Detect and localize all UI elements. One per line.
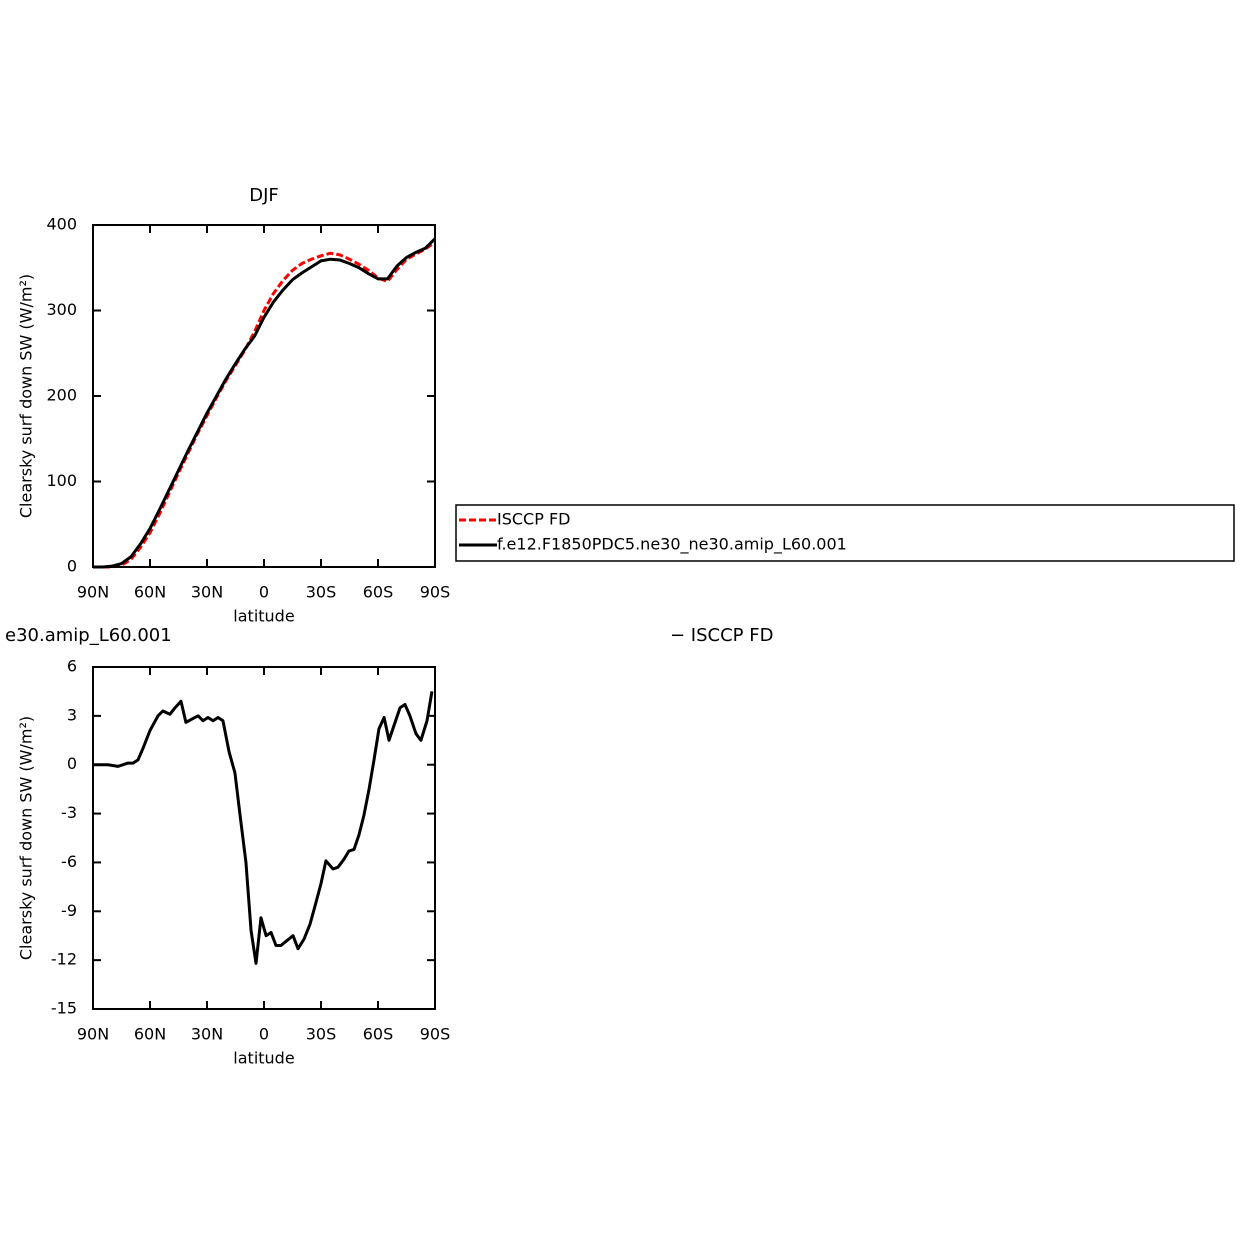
- y-tick-label: -6: [61, 852, 77, 871]
- y-tick-label: 6: [67, 657, 77, 676]
- y-axis-label: Clearsky surf down SW (W/m²): [17, 716, 36, 960]
- x-tick-label: 60S: [363, 1025, 394, 1044]
- x-tick-label: 0: [259, 1025, 269, 1044]
- y-tick-label: 300: [46, 300, 77, 319]
- x-tick-label: 30N: [191, 583, 223, 602]
- x-tick-label: 30N: [191, 1025, 223, 1044]
- y-tick-label: -15: [51, 999, 77, 1018]
- y-tick-label: 0: [67, 557, 77, 576]
- y-tick-label: 100: [46, 471, 77, 490]
- x-tick-label: 30S: [306, 1025, 337, 1044]
- plot-frame: [92, 224, 436, 568]
- y-tick-label: 200: [46, 386, 77, 405]
- x-tick-label: 60N: [134, 583, 166, 602]
- x-tick-label: 90S: [420, 583, 451, 602]
- chart-title: DJF: [249, 185, 279, 206]
- x-tick-label: 90S: [420, 1025, 451, 1044]
- chart-title-right: − ISCCP FD: [670, 625, 773, 646]
- data-line: [93, 237, 437, 569]
- y-tick-label: 0: [67, 754, 77, 773]
- x-tick-label: 30S: [306, 583, 337, 602]
- plot-frame: [92, 666, 436, 1010]
- x-axis-label: latitude: [233, 607, 294, 626]
- y-tick-label: 3: [67, 705, 77, 724]
- y-tick-label: -9: [61, 901, 77, 920]
- data-line: [93, 240, 436, 569]
- y-tick-label: -12: [51, 950, 77, 969]
- y-tick-label: 400: [46, 215, 77, 234]
- legend-label: ISCCP FD: [497, 510, 570, 529]
- x-tick-label: 90N: [77, 1025, 109, 1044]
- legend-label: f.e12.F1850PDC5.ne30_ne30.amip_L60.001: [497, 535, 847, 555]
- x-tick-label: 90N: [77, 583, 109, 602]
- chart-title-left: e30.amip_L60.001: [5, 625, 172, 646]
- x-tick-label: 60N: [134, 1025, 166, 1044]
- x-axis-label: latitude: [233, 1049, 294, 1068]
- x-tick-label: 0: [259, 583, 269, 602]
- y-axis-label: Clearsky surf down SW (W/m²): [17, 274, 36, 518]
- x-tick-label: 60S: [363, 583, 394, 602]
- data-line: [93, 691, 434, 965]
- y-tick-label: -3: [61, 803, 77, 822]
- legend-box: [455, 504, 1235, 562]
